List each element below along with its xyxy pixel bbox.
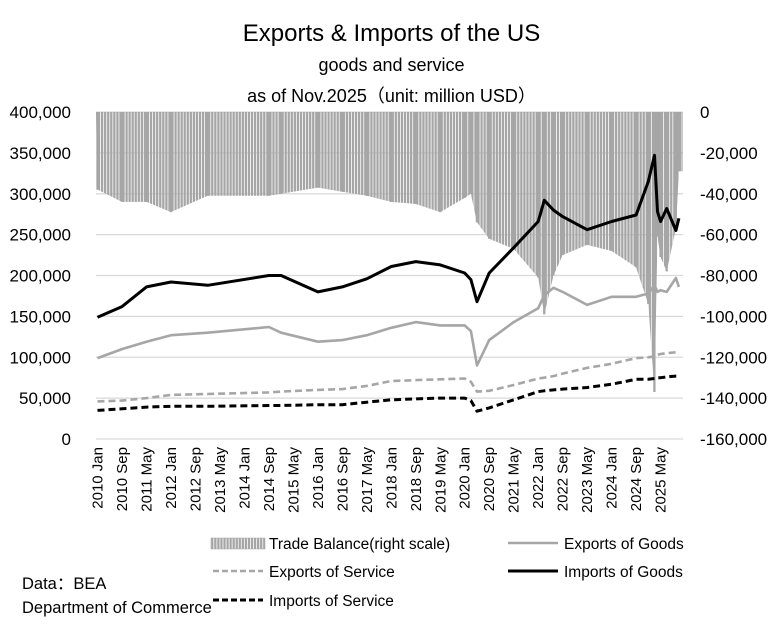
x-tick-label: 2010 Jan bbox=[90, 447, 107, 509]
x-tick-label: 2024 Sep bbox=[628, 447, 645, 511]
source-department: Department of Commerce bbox=[22, 599, 212, 617]
legend-label: Imports of Service bbox=[269, 593, 394, 610]
legend-label: Exports of Service bbox=[269, 564, 395, 581]
trade-balance-bar bbox=[659, 112, 662, 258]
series-lines bbox=[96, 153, 681, 413]
legend-swatch-bar bbox=[210, 537, 266, 550]
x-tick-label: 2023 May bbox=[579, 447, 596, 513]
x-tick-label: 2022 Sep bbox=[555, 447, 572, 511]
trade-balance-bar bbox=[656, 112, 659, 237]
trade-balance-area bbox=[96, 112, 683, 392]
trade-balance-bar bbox=[341, 112, 344, 192]
trade-balance-bar bbox=[414, 112, 417, 204]
x-tick-label: 2014 Sep bbox=[261, 447, 278, 511]
trade-balance-bar bbox=[561, 112, 564, 256]
chart-note: as of Nov.2025（unit: million USD） bbox=[247, 86, 536, 106]
x-axis-ticks: 2010 Jan 2010 Sep 2011 May 2012 Jan 2012 Sep… bbox=[90, 447, 670, 513]
series-line-imports-of-service bbox=[97, 374, 679, 413]
x-tick-label: 2015 May bbox=[285, 447, 302, 513]
legend: Trade Balance(right scale) Exports of Goo… bbox=[210, 536, 684, 610]
trade-balance-bar bbox=[543, 112, 546, 315]
x-tick-label: 2021 May bbox=[506, 447, 523, 513]
trade-balance-bar bbox=[120, 112, 124, 202]
right-tick-label: -80,000 bbox=[700, 267, 758, 286]
trade-balance-bar bbox=[674, 112, 677, 229]
legend-label: Imports of Goods bbox=[564, 564, 683, 581]
right-tick-label: -140,000 bbox=[700, 389, 767, 408]
x-tick-label: 2016 Sep bbox=[334, 447, 351, 511]
right-tick-label: -160,000 bbox=[700, 430, 767, 449]
left-axis-ticks: 400,000 350,000 300,000 250,000 200,000 150,0… bbox=[10, 103, 71, 449]
x-tick-label: 2014 Jan bbox=[236, 447, 253, 509]
x-tick-label: 2020 Jan bbox=[457, 447, 474, 509]
trade-balance-bar bbox=[475, 112, 479, 223]
trade-balance-bar bbox=[536, 112, 540, 278]
legend-label: Trade Balance(right scale) bbox=[269, 536, 450, 553]
left-tick-label: 300,000 bbox=[10, 185, 71, 204]
trade-balance-bar bbox=[552, 112, 555, 276]
trade-balance-bar bbox=[439, 112, 442, 213]
x-tick-label: 2025 May bbox=[653, 447, 670, 513]
trade-balance-bar bbox=[279, 112, 283, 194]
x-tick-label: 2010 Sep bbox=[114, 447, 131, 511]
x-tick-label: 2016 Jan bbox=[310, 447, 327, 509]
trade-balance-bar bbox=[677, 112, 681, 172]
trade-balance-bar bbox=[647, 112, 650, 305]
x-tick-label: 2018 Jan bbox=[383, 447, 400, 509]
right-tick-label: -40,000 bbox=[700, 185, 758, 204]
x-tick-label: 2020 Sep bbox=[481, 447, 498, 511]
trade-balance-bar bbox=[206, 112, 209, 196]
trade-balance-bar bbox=[512, 112, 515, 249]
left-tick-label: 400,000 bbox=[10, 103, 71, 122]
left-tick-label: 0 bbox=[62, 430, 71, 449]
trade-balance-bars bbox=[96, 112, 683, 392]
trade-balance-bar bbox=[634, 112, 638, 268]
x-tick-label: 2012 Jan bbox=[163, 447, 180, 509]
trade-balance-bar bbox=[365, 112, 368, 196]
right-axis-ticks: 0 -20,000 -40,000 -60,000 -80,000 -100,000 -12… bbox=[700, 103, 767, 449]
trade-balance-bar bbox=[390, 112, 393, 202]
trade-balance-bar bbox=[145, 112, 148, 202]
x-tick-label: 2019 May bbox=[432, 447, 449, 513]
chart-title: Exports & Imports of the US bbox=[242, 20, 541, 47]
trade-balance-bar bbox=[463, 112, 466, 198]
right-tick-label: 0 bbox=[700, 103, 709, 122]
x-tick-label: 2012 Sep bbox=[187, 447, 204, 511]
right-tick-label: -100,000 bbox=[700, 307, 767, 326]
left-tick-label: 150,000 bbox=[10, 307, 71, 326]
trade-balance-bar bbox=[267, 112, 270, 196]
x-tick-label: 2022 Jan bbox=[530, 447, 547, 509]
left-tick-label: 350,000 bbox=[10, 144, 71, 163]
chart-subtitle: goods and service bbox=[318, 55, 465, 75]
trade-balance-bar bbox=[469, 112, 472, 194]
right-tick-label: -120,000 bbox=[700, 348, 767, 367]
x-tick-label: 2013 May bbox=[212, 447, 229, 513]
left-tick-label: 200,000 bbox=[10, 267, 71, 286]
trade-balance-bar bbox=[665, 112, 668, 272]
left-tick-label: 100,000 bbox=[10, 348, 71, 367]
left-tick-label: 50,000 bbox=[19, 389, 71, 408]
trade-balance-bar bbox=[610, 112, 613, 251]
trade-balance-bar bbox=[488, 112, 491, 239]
x-tick-label: 2017 May bbox=[359, 447, 376, 513]
trade-balance-bar bbox=[169, 112, 173, 213]
x-tick-label: 2011 May bbox=[138, 447, 155, 512]
left-tick-label: 250,000 bbox=[10, 226, 71, 245]
right-tick-label: -60,000 bbox=[700, 226, 758, 245]
x-tick-label: 2018 Sep bbox=[408, 447, 425, 511]
x-tick-label: 2024 Jan bbox=[604, 447, 621, 509]
legend-label: Exports of Goods bbox=[564, 536, 684, 553]
series-line-imports-of-goods bbox=[96, 153, 681, 319]
trade-balance-bar bbox=[585, 112, 589, 245]
trade-balance-bar bbox=[653, 112, 656, 392]
trade-balance-bar bbox=[316, 112, 319, 188]
series-line-exports-of-service bbox=[97, 350, 680, 403]
right-tick-label: -20,000 bbox=[700, 144, 758, 163]
trade-balance-bar bbox=[96, 112, 99, 190]
series-line-exports-of-goods bbox=[97, 276, 681, 367]
source-data: Data：BEA bbox=[22, 575, 107, 593]
